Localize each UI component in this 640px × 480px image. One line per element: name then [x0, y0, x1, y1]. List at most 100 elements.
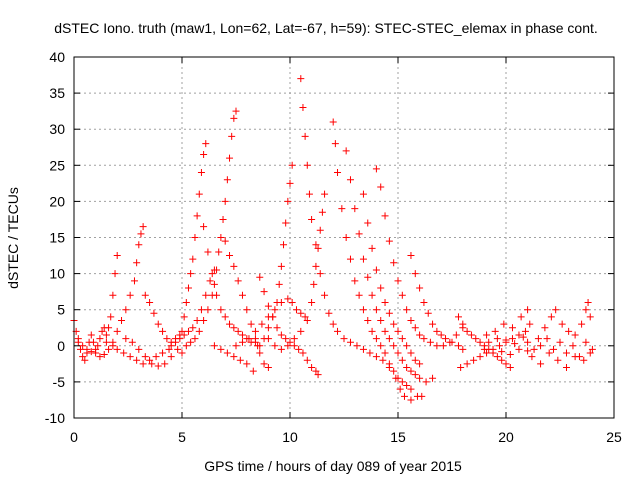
data-point — [390, 320, 398, 328]
data-point — [526, 320, 534, 328]
data-point — [394, 374, 402, 382]
data-point — [113, 345, 121, 353]
data-point — [105, 324, 113, 332]
data-point — [208, 270, 216, 278]
data-point — [161, 360, 169, 368]
x-tick-label: 0 — [70, 429, 78, 445]
data-point — [508, 335, 516, 343]
data-point — [197, 169, 205, 177]
data-point — [232, 107, 240, 115]
data-point — [407, 385, 415, 393]
data-point — [297, 309, 305, 317]
data-point — [264, 324, 272, 332]
data-point — [346, 338, 354, 346]
data-point — [359, 255, 367, 263]
data-point — [398, 356, 406, 364]
data-point — [491, 327, 499, 335]
x-tick-label: 10 — [282, 429, 298, 445]
chart-title: dSTEC Iono. truth (maw1, Lon=62, Lat=-67… — [54, 20, 598, 36]
data-point — [303, 161, 311, 169]
data-point — [377, 317, 385, 325]
data-point — [167, 338, 175, 346]
data-point — [172, 335, 180, 343]
data-point — [334, 169, 342, 177]
data-point — [210, 280, 218, 288]
data-point — [381, 349, 389, 357]
data-point — [411, 371, 419, 379]
data-point — [135, 241, 143, 249]
data-point — [219, 215, 227, 223]
data-point — [359, 306, 367, 314]
data-point — [107, 313, 115, 321]
data-point — [126, 353, 134, 361]
data-point — [277, 298, 285, 306]
data-point — [191, 234, 199, 241]
data-point — [524, 306, 532, 314]
data-point — [584, 298, 592, 306]
data-point — [565, 327, 573, 335]
data-point — [120, 349, 128, 357]
data-point — [416, 360, 424, 368]
data-point — [422, 378, 430, 386]
data-point — [213, 291, 221, 299]
data-point — [351, 205, 359, 213]
data-point — [429, 374, 437, 382]
data-point — [308, 363, 316, 371]
data-point — [249, 367, 257, 375]
data-point — [187, 270, 195, 278]
data-point — [552, 306, 560, 314]
y-tick-label: 30 — [49, 121, 65, 137]
data-point — [521, 327, 529, 335]
data-point — [92, 349, 100, 357]
data-point — [254, 342, 262, 350]
data-point — [355, 291, 363, 299]
data-point — [290, 342, 298, 350]
data-point — [318, 208, 326, 216]
data-point — [238, 291, 246, 299]
data-point — [195, 190, 203, 198]
data-point — [251, 327, 259, 335]
data-point — [483, 349, 491, 357]
data-point — [416, 374, 424, 382]
data-point — [452, 331, 460, 339]
data-point — [308, 215, 316, 223]
data-point — [202, 140, 210, 148]
data-point — [586, 313, 594, 321]
data-point — [238, 338, 246, 346]
data-point — [297, 327, 305, 335]
data-point — [260, 360, 268, 368]
data-point — [517, 313, 525, 321]
data-point — [182, 342, 190, 350]
data-point — [459, 345, 467, 353]
data-point — [137, 230, 145, 238]
data-point — [303, 317, 311, 325]
data-point — [515, 345, 523, 353]
data-point — [547, 313, 555, 321]
data-point — [102, 331, 110, 339]
data-point — [403, 382, 411, 390]
data-point — [368, 327, 376, 335]
data-point — [256, 273, 264, 281]
data-point — [264, 302, 272, 310]
data-point — [130, 277, 138, 285]
data-point — [89, 338, 97, 346]
data-point — [377, 342, 385, 350]
data-point — [312, 262, 320, 270]
y-tick-label: 10 — [49, 266, 65, 282]
data-point — [381, 212, 389, 220]
data-point — [508, 324, 516, 332]
data-point — [372, 306, 380, 314]
data-point — [301, 313, 309, 321]
data-point — [139, 223, 147, 231]
data-point — [226, 320, 234, 328]
data-point — [187, 338, 195, 346]
y-tick-label: 40 — [49, 49, 65, 65]
data-point — [364, 219, 372, 227]
data-point — [223, 349, 231, 357]
data-point — [511, 340, 519, 348]
data-point — [100, 350, 108, 358]
data-point — [154, 320, 162, 328]
data-point — [407, 252, 415, 260]
y-tick-label: -10 — [45, 410, 65, 426]
